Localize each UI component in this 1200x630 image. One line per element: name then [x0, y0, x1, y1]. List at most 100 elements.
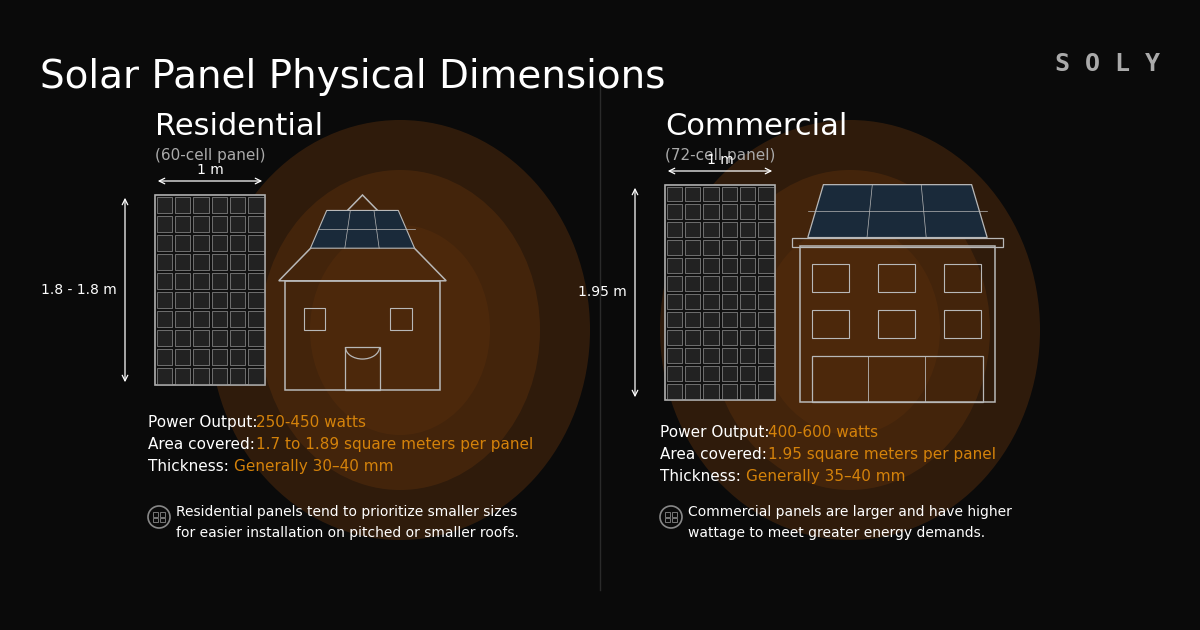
Bar — [193, 273, 209, 289]
Bar — [721, 384, 737, 399]
Bar — [666, 240, 682, 255]
Bar — [211, 367, 227, 384]
Bar — [156, 329, 172, 345]
Bar — [286, 281, 440, 390]
Bar — [156, 273, 172, 289]
Ellipse shape — [310, 225, 490, 435]
Bar — [304, 308, 325, 329]
Bar — [721, 186, 737, 202]
Bar — [666, 276, 682, 291]
Bar — [758, 222, 774, 238]
Bar — [248, 367, 264, 384]
Bar — [666, 204, 682, 219]
Bar — [685, 348, 700, 363]
Bar — [193, 234, 209, 251]
Bar — [155, 195, 265, 385]
Text: Solar Panel Physical Dimensions: Solar Panel Physical Dimensions — [40, 58, 665, 96]
Bar — [211, 234, 227, 251]
Bar — [740, 312, 755, 327]
Bar — [944, 310, 982, 338]
Bar — [175, 253, 190, 270]
Bar — [230, 311, 245, 326]
Bar — [175, 329, 190, 345]
Text: 1 m: 1 m — [197, 163, 223, 177]
Ellipse shape — [660, 120, 1040, 540]
Bar — [740, 384, 755, 399]
Bar — [703, 276, 719, 291]
Bar — [703, 330, 719, 345]
Bar — [703, 258, 719, 273]
Bar — [666, 294, 682, 309]
Bar — [156, 197, 172, 212]
Bar — [211, 329, 227, 345]
Bar — [703, 384, 719, 399]
Bar — [758, 330, 774, 345]
Bar — [230, 197, 245, 212]
Bar — [703, 222, 719, 238]
Bar — [666, 222, 682, 238]
Bar — [740, 222, 755, 238]
Bar — [156, 234, 172, 251]
Bar — [665, 517, 670, 522]
Bar — [666, 258, 682, 273]
Bar — [211, 197, 227, 212]
Bar — [721, 204, 737, 219]
Bar — [740, 294, 755, 309]
Bar — [156, 348, 172, 365]
Bar — [175, 234, 190, 251]
Ellipse shape — [210, 120, 590, 540]
Bar — [156, 292, 172, 307]
Bar — [944, 264, 982, 292]
Text: S O L Y: S O L Y — [1055, 52, 1160, 76]
Bar — [672, 512, 677, 517]
Bar — [230, 273, 245, 289]
Text: 1 m: 1 m — [707, 153, 733, 167]
Bar — [758, 240, 774, 255]
Bar — [154, 512, 158, 517]
Bar — [685, 312, 700, 327]
Text: Power Output:: Power Output: — [148, 415, 263, 430]
Bar — [758, 294, 774, 309]
Text: Residential panels tend to prioritize smaller sizes
for easier installation on p: Residential panels tend to prioritize sm… — [176, 505, 518, 540]
Bar — [685, 384, 700, 399]
Ellipse shape — [710, 170, 990, 490]
Bar — [721, 294, 737, 309]
Bar — [666, 384, 682, 399]
Bar — [721, 276, 737, 291]
Bar — [721, 312, 737, 327]
Bar — [703, 294, 719, 309]
Bar — [211, 311, 227, 326]
Bar — [211, 253, 227, 270]
Bar — [685, 258, 700, 273]
Bar — [721, 222, 737, 238]
Bar — [175, 311, 190, 326]
Text: Thickness:: Thickness: — [660, 469, 745, 484]
Bar — [230, 253, 245, 270]
Bar — [685, 222, 700, 238]
Ellipse shape — [760, 225, 940, 435]
Bar — [685, 276, 700, 291]
Bar — [175, 367, 190, 384]
Bar — [878, 310, 916, 338]
Bar — [156, 367, 172, 384]
Bar — [666, 312, 682, 327]
Bar — [721, 240, 737, 255]
Bar — [666, 365, 682, 381]
Bar — [758, 348, 774, 363]
Bar — [193, 367, 209, 384]
Bar — [248, 197, 264, 212]
Bar — [230, 292, 245, 307]
Bar — [248, 292, 264, 307]
Bar — [230, 329, 245, 345]
Bar — [211, 348, 227, 365]
Bar — [811, 264, 848, 292]
Bar — [346, 347, 379, 390]
Bar — [175, 292, 190, 307]
Text: Residential: Residential — [155, 112, 323, 141]
Bar — [666, 330, 682, 345]
Bar — [160, 512, 164, 517]
Bar — [758, 276, 774, 291]
Bar — [193, 329, 209, 345]
Bar — [703, 348, 719, 363]
Bar — [154, 517, 158, 522]
